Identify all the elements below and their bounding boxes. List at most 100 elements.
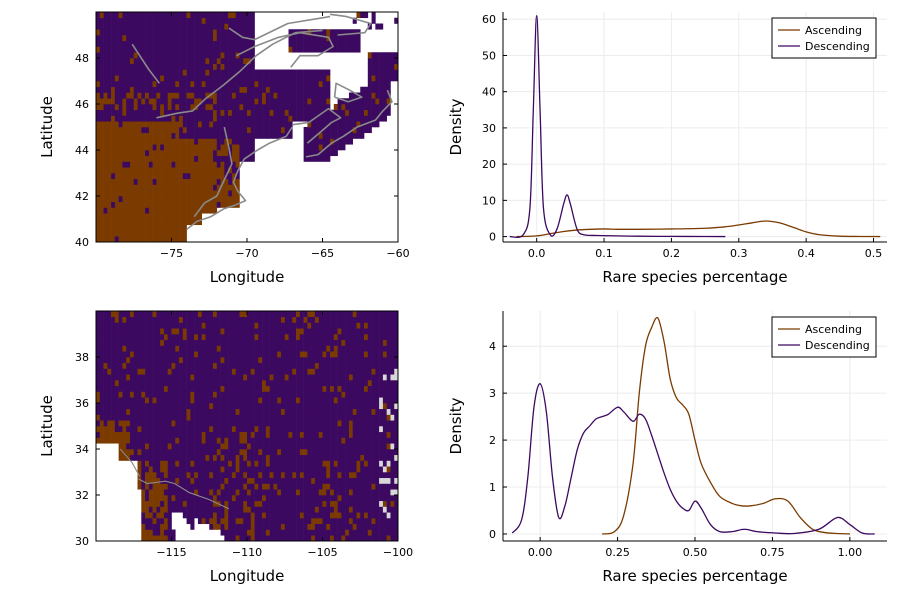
- map-cell: [138, 484, 142, 490]
- map-cell: [326, 41, 330, 47]
- map-cell: [104, 196, 108, 202]
- map-cell: [243, 524, 247, 530]
- map-cell: [307, 530, 311, 536]
- map-cell: [292, 512, 296, 518]
- map-cell: [187, 185, 191, 191]
- map-cell: [266, 489, 270, 495]
- map-cell: [247, 110, 251, 116]
- map-cell: [172, 426, 176, 432]
- map-cell: [149, 432, 153, 438]
- map-cell: [122, 380, 126, 386]
- map-cell: [153, 167, 157, 173]
- map-cell: [255, 507, 259, 513]
- map-cell: [323, 403, 327, 409]
- map-cell: [149, 150, 153, 156]
- map-cell: [119, 202, 123, 208]
- map-cell: [183, 472, 187, 478]
- map-cell: [232, 495, 236, 501]
- map-cell: [372, 334, 376, 340]
- map-cell: [119, 121, 123, 127]
- map-cell: [251, 81, 255, 87]
- map-cell: [304, 150, 308, 156]
- map-cell: [115, 75, 119, 81]
- map-cell: [345, 484, 349, 490]
- map-cell: [168, 185, 172, 191]
- map-cell: [239, 461, 243, 467]
- map-cell: [183, 41, 187, 47]
- map-cell: [141, 363, 145, 369]
- map-cell: [202, 340, 206, 346]
- map-cell: [217, 466, 221, 472]
- map-cell: [183, 167, 187, 173]
- map-cell: [262, 530, 266, 536]
- map-cell: [104, 185, 108, 191]
- map-cell: [141, 35, 145, 41]
- map-cell: [190, 87, 194, 93]
- map-cell: [243, 501, 247, 507]
- map-cell: [334, 41, 338, 47]
- map-cell: [266, 472, 270, 478]
- map-cell: [255, 478, 259, 484]
- map-cell: [300, 41, 304, 47]
- map-cell: [153, 397, 157, 403]
- map-cell: [221, 104, 225, 110]
- map-cell: [111, 231, 115, 237]
- map-cell: [232, 196, 236, 202]
- map-cell: [156, 484, 160, 490]
- map-cell: [122, 70, 126, 76]
- map-cell: [247, 363, 251, 369]
- map-cell: [164, 121, 168, 127]
- map-cell: [183, 386, 187, 392]
- map-cell: [209, 64, 213, 70]
- map-cell: [104, 70, 108, 76]
- map-cell: [172, 340, 176, 346]
- map-cell: [149, 323, 153, 329]
- map-cell: [145, 484, 149, 490]
- map-cell: [205, 357, 209, 363]
- map-cell: [292, 311, 296, 317]
- map-cell: [107, 213, 111, 219]
- map-cell: [338, 397, 342, 403]
- map-cell: [232, 12, 236, 18]
- map-cell: [285, 409, 289, 415]
- map-cell: [372, 75, 376, 81]
- map-cell: [198, 501, 202, 507]
- map-cell: [262, 133, 266, 139]
- map-cell: [160, 150, 164, 156]
- map-cell: [334, 512, 338, 518]
- map-cell: [141, 104, 145, 110]
- map-cell: [281, 535, 285, 541]
- map-cell: [213, 409, 217, 415]
- map-cell: [160, 93, 164, 99]
- map-cell: [258, 507, 262, 513]
- map-cell: [258, 311, 262, 317]
- map-cell: [307, 133, 311, 139]
- map-cell: [273, 403, 277, 409]
- map-cell: [168, 35, 172, 41]
- map-cell: [156, 127, 160, 133]
- map-cell: [217, 150, 221, 156]
- map-cell: [119, 340, 123, 346]
- map-cell: [251, 340, 255, 346]
- map-cell: [96, 392, 100, 398]
- map-cell: [122, 127, 126, 133]
- map-cell: [300, 535, 304, 541]
- map-cell: [156, 29, 160, 35]
- map-cell: [172, 392, 176, 398]
- map-cell: [126, 81, 130, 87]
- map-cell: [360, 512, 364, 518]
- map-cell: [323, 340, 327, 346]
- map-cell: [236, 58, 240, 64]
- map-cell: [345, 397, 349, 403]
- map-cell: [221, 484, 225, 490]
- map-cell: [164, 75, 168, 81]
- y-tick-label: 60: [482, 13, 496, 26]
- map-cell: [160, 311, 164, 317]
- map-cell: [198, 167, 202, 173]
- map-cell: [153, 162, 157, 168]
- map-cell: [281, 466, 285, 472]
- map-cell: [168, 179, 172, 185]
- map-cell: [138, 173, 142, 179]
- map-cell: [126, 208, 130, 214]
- map-cell: [292, 472, 296, 478]
